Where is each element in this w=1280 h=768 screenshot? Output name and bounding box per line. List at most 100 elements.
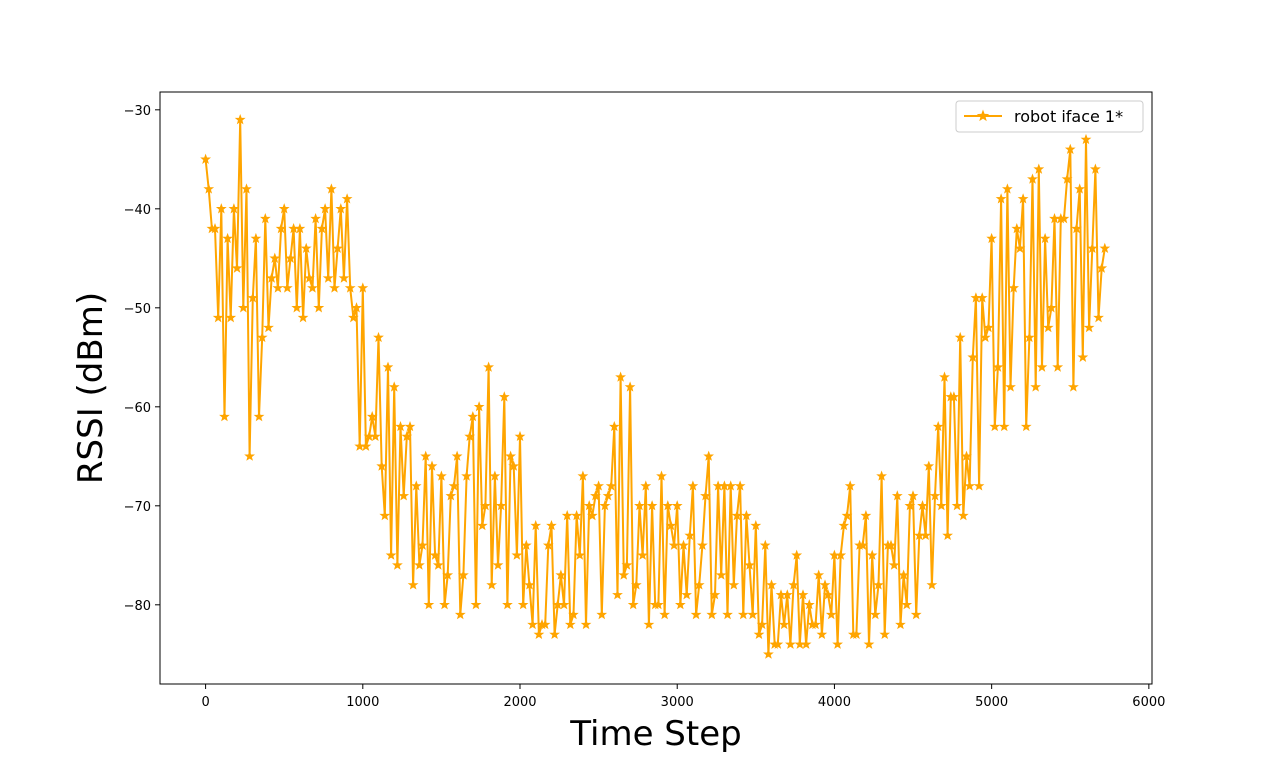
data-point-marker — [370, 430, 381, 442]
data-point-marker — [234, 114, 246, 125]
data-point-marker — [341, 193, 353, 204]
data-point-marker — [376, 460, 387, 471]
data-point-marker — [209, 222, 221, 234]
data-point-marker — [282, 282, 293, 293]
data-point-marker — [825, 609, 837, 620]
data-point-marker — [225, 312, 237, 323]
data-point-marker — [838, 519, 850, 531]
data-point-marker — [851, 628, 862, 640]
data-point-marker — [816, 628, 828, 640]
data-point-marker — [822, 589, 834, 600]
legend-label: robot iface 1* — [1014, 107, 1123, 126]
data-point-marker — [819, 579, 831, 590]
data-point-marker — [681, 589, 692, 600]
data-point-marker — [1064, 143, 1076, 155]
data-point-marker — [967, 351, 979, 362]
series-layer — [200, 114, 1111, 659]
data-point-marker — [483, 361, 494, 372]
y-tick-label: −80 — [124, 599, 151, 614]
data-point-marker — [939, 371, 950, 382]
data-point-marker — [250, 232, 262, 244]
data-point-marker — [973, 480, 985, 491]
data-point-marker — [300, 242, 312, 254]
data-point-marker — [725, 480, 737, 491]
data-point-marker — [263, 321, 274, 333]
data-point-marker — [445, 490, 457, 501]
data-point-marker — [605, 480, 617, 491]
data-point-marker — [266, 272, 277, 283]
data-point-marker — [495, 500, 507, 511]
data-point-marker — [756, 618, 768, 630]
data-point-marker — [800, 638, 812, 649]
data-point-marker — [715, 569, 727, 580]
data-point-marker — [222, 232, 233, 244]
data-point-marker — [813, 569, 825, 580]
data-point-marker — [741, 510, 752, 521]
data-point-marker — [621, 559, 633, 570]
data-point-marker — [568, 609, 579, 620]
y-tick-label: −50 — [124, 302, 151, 317]
x-axis-ticks: 0 1000 2000 3000 4000 5000 6000 — [201, 684, 1165, 710]
data-point-marker — [995, 193, 1007, 204]
data-point-marker — [678, 539, 689, 550]
data-point-marker — [1077, 351, 1089, 362]
data-point-marker — [508, 460, 520, 471]
data-point-marker — [219, 411, 230, 422]
data-point-marker — [1093, 312, 1104, 323]
data-point-marker — [684, 529, 696, 541]
data-point-marker — [520, 539, 532, 550]
data-point-marker — [841, 510, 853, 521]
data-point-marker — [917, 500, 928, 511]
data-point-marker — [458, 569, 469, 580]
y-tick-label: −60 — [124, 401, 151, 416]
data-point-marker — [923, 460, 935, 471]
data-point-marker — [948, 391, 960, 402]
data-point-marker — [1024, 331, 1035, 343]
data-point-marker — [511, 549, 523, 560]
data-point-marker — [524, 579, 535, 590]
data-point-marker — [278, 203, 290, 214]
data-point-marker — [379, 510, 391, 521]
data-point-marker — [737, 609, 749, 620]
y-tick-label: −30 — [124, 104, 151, 119]
data-point-marker — [344, 282, 356, 293]
data-point-marker — [778, 618, 790, 630]
data-point-marker — [571, 510, 582, 521]
data-point-marker — [448, 480, 460, 491]
data-point-marker — [247, 292, 259, 303]
data-point-marker — [857, 539, 869, 550]
data-point-marker — [697, 539, 708, 550]
data-point-marker — [1033, 163, 1045, 174]
data-point-marker — [313, 302, 325, 313]
data-point-marker — [1002, 183, 1013, 194]
data-point-marker — [304, 272, 315, 283]
data-point-marker — [461, 470, 472, 481]
data-point-marker — [983, 321, 994, 333]
data-point-marker — [709, 589, 721, 600]
data-point-marker — [1020, 420, 1032, 432]
data-point-marker — [832, 638, 843, 649]
data-point-marker — [316, 222, 328, 234]
data-point-marker — [1071, 222, 1082, 234]
data-point-marker — [954, 331, 966, 343]
data-point-marker — [404, 420, 416, 432]
data-point-marker — [514, 430, 526, 442]
data-point-marker — [470, 599, 482, 610]
data-point-marker — [895, 618, 906, 630]
data-point-marker — [901, 599, 913, 610]
data-point-marker — [291, 302, 303, 313]
data-point-marker — [690, 609, 702, 620]
x-axis-title: Time Step — [569, 714, 741, 754]
data-point-marker — [1080, 133, 1092, 145]
x-tick-label: 5000 — [975, 695, 1008, 710]
data-point-marker — [338, 272, 350, 283]
data-point-marker — [423, 599, 435, 610]
data-point-marker — [200, 153, 211, 164]
data-point-marker — [360, 440, 372, 451]
data-point-marker — [863, 638, 875, 649]
data-point-marker — [212, 312, 224, 323]
data-point-marker — [879, 628, 891, 640]
data-point-marker — [766, 579, 777, 590]
data-point-marker — [989, 420, 1001, 432]
data-point-marker — [700, 490, 711, 501]
